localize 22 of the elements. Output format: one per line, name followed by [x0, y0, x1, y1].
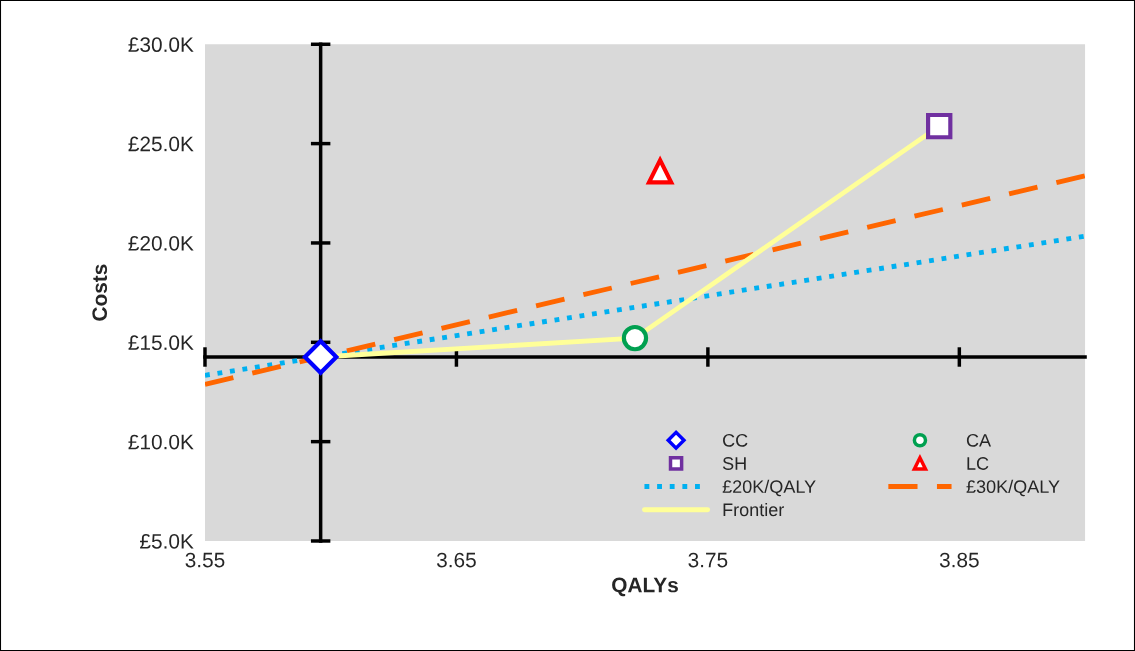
legend-label: Frontier: [723, 502, 785, 517]
legend-label: CA: [966, 433, 992, 447]
y-tick-label: £20.0K: [128, 235, 194, 251]
y-tick-label: £30.0K: [128, 37, 194, 53]
y-tick-label: £25.0K: [128, 136, 194, 152]
point: [621, 324, 649, 352]
y-tick-label: £15.0K: [128, 335, 194, 351]
legend-label: £30K/QALY: [966, 479, 1060, 497]
x-axis-title: QALYs: [612, 577, 678, 597]
y-axis-title: Costs: [92, 264, 108, 321]
legend-label: SH: [722, 457, 746, 470]
point: [302, 339, 339, 375]
x-tick-label: 3.75: [688, 552, 728, 568]
legend-label: £20K/QALY: [722, 479, 816, 497]
x-tick-label: 3.85: [939, 552, 979, 568]
x-tick-label: 3.65: [436, 552, 476, 568]
point: [926, 112, 953, 140]
y-tick-label: £5.0K: [140, 533, 194, 549]
x-tick-label: 3.55: [185, 552, 225, 568]
y-tick-label: £10.0K: [128, 434, 194, 450]
legend-label: CC: [723, 433, 748, 447]
legend-label: LC: [967, 457, 989, 470]
